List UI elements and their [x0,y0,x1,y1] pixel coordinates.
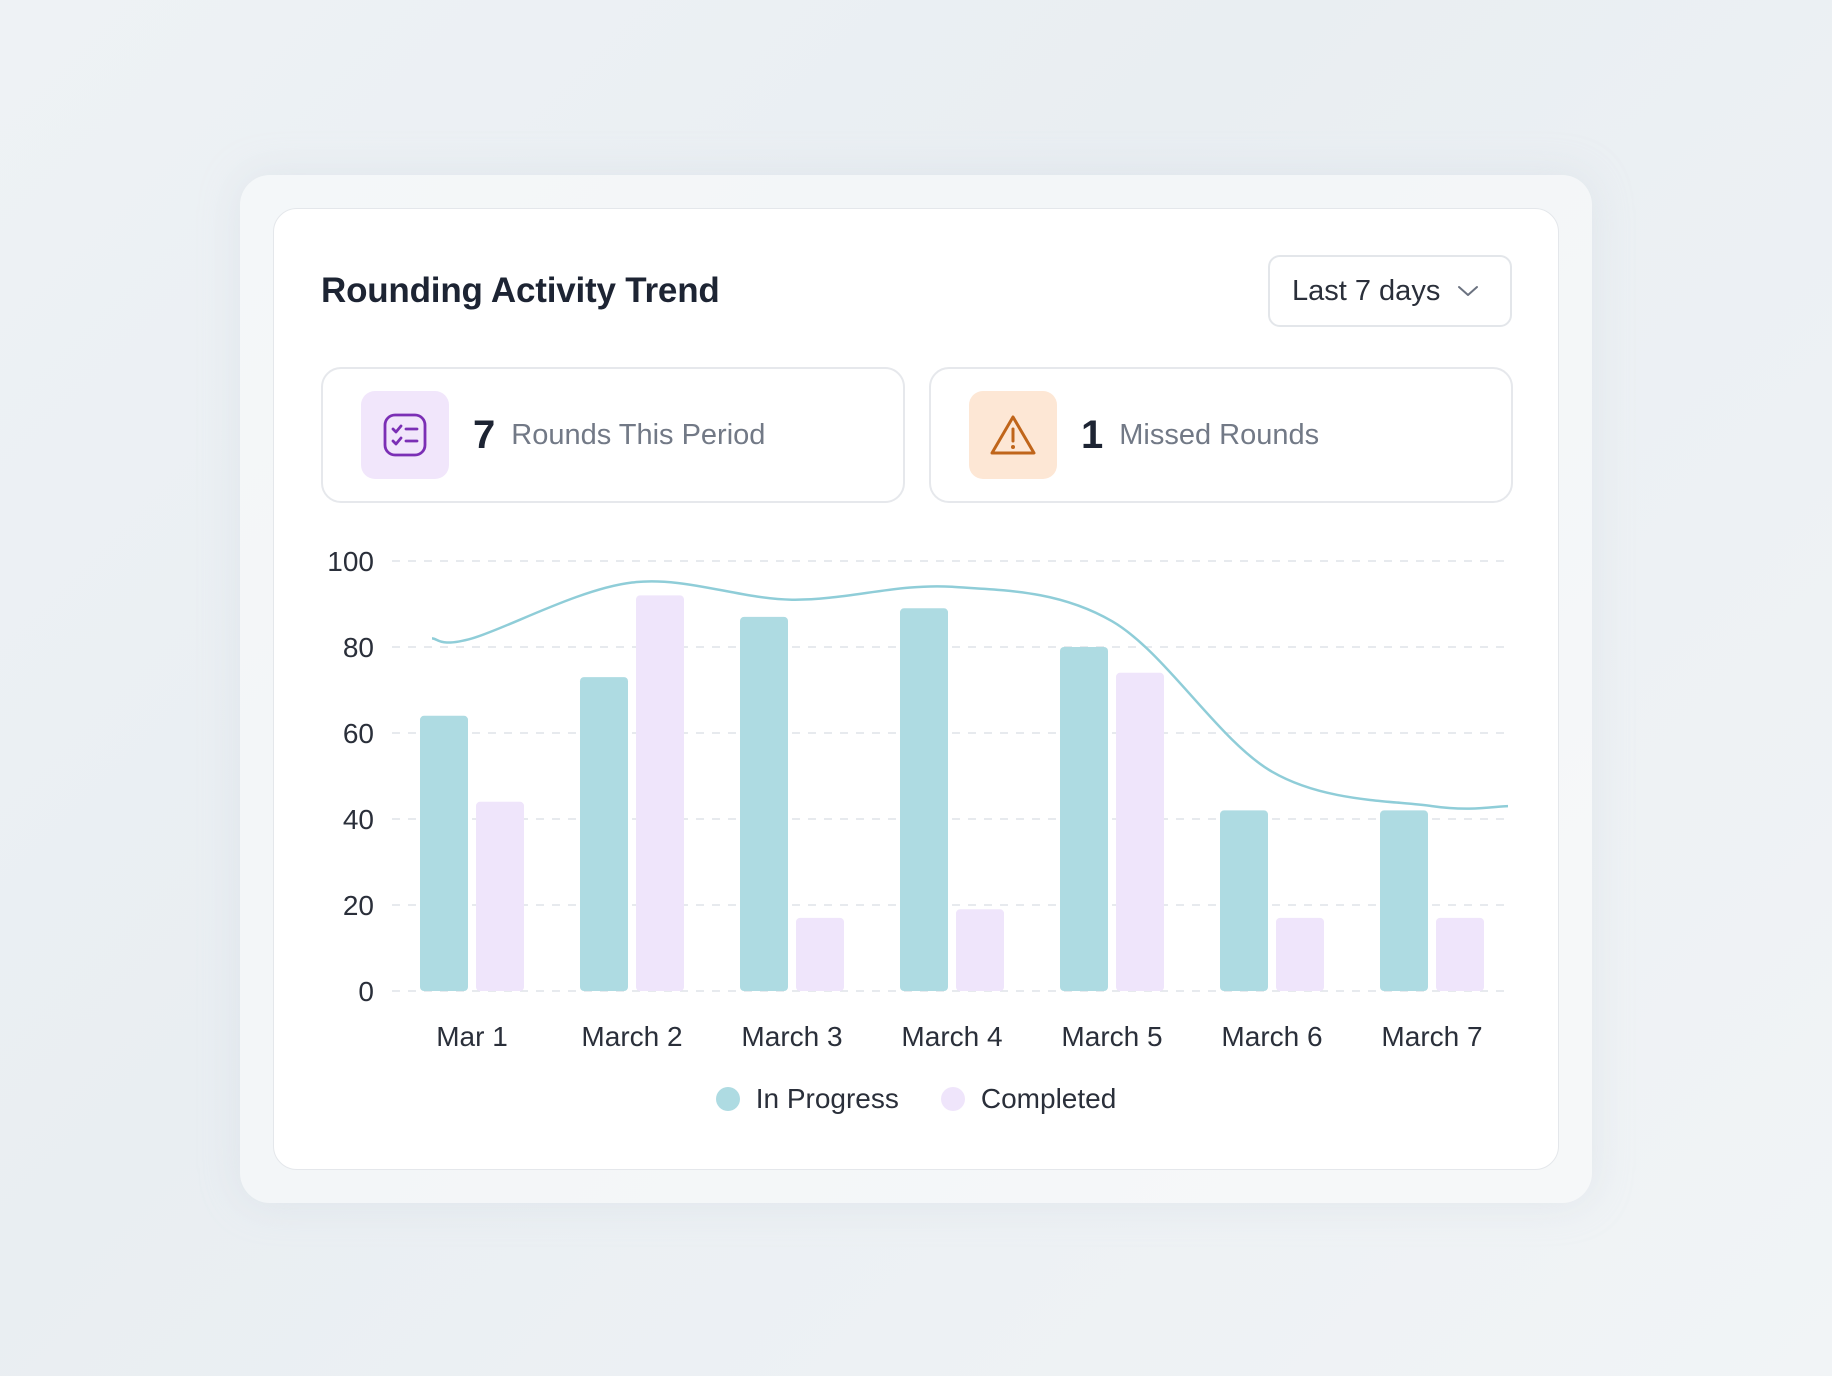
checklist-icon [383,413,427,457]
rounds-stat-card: 7 Rounds This Period [321,367,905,503]
warning-icon [990,415,1036,455]
x-tick-5: March 5 [1061,1021,1162,1052]
bar-in-progress-4 [900,608,948,991]
y-tick-80: 80 [343,632,374,663]
date-range-value: Last 7 days [1292,274,1441,307]
y-tick-0: 0 [358,976,374,1007]
legend-completed[interactable]: Completed [940,1083,1117,1115]
checklist-icon-tile [361,391,449,479]
bar-completed-3 [796,917,844,991]
bar-in-progress-1 [420,715,468,991]
chart-legend: In Progress Completed [274,1083,1558,1115]
bar-completed-1 [476,801,524,991]
x-tick-2: March 2 [581,1021,682,1052]
warning-icon-tile [969,391,1057,479]
rounds-count: 7 [473,412,496,457]
bar-completed-2 [636,595,684,991]
bar-in-progress-3 [740,616,788,991]
y-tick-20: 20 [343,890,374,921]
legend-in-progress[interactable]: In Progress [715,1083,899,1115]
x-tick-6: March 6 [1221,1021,1322,1052]
y-tick-40: 40 [343,804,374,835]
legend-in-progress-swatch [715,1087,740,1111]
rounding-activity-card: Rounding Activity Trend Last 7 days 7 Ro… [273,208,1559,1170]
y-tick-100: 100 [327,546,374,577]
bar-in-progress-7 [1380,810,1428,991]
chevron-down-icon [1458,286,1479,296]
missed-label: Missed Rounds [1119,418,1320,451]
legend-in-progress-label: In Progress [755,1083,899,1114]
rounds-label: Rounds This Period [511,418,766,451]
bar-in-progress-5 [1060,647,1108,991]
y-tick-60: 60 [343,718,374,749]
legend-completed-label: Completed [980,1083,1117,1114]
bar-in-progress-2 [580,677,628,991]
bar-in-progress-6 [1220,810,1268,991]
x-tick-4: March 4 [901,1021,1002,1052]
bar-completed-4 [956,909,1004,991]
legend-completed-swatch [940,1087,965,1111]
missed-count: 1 [1081,412,1104,457]
bar-completed-7 [1436,917,1484,991]
bar-completed-5 [1116,672,1164,991]
missed-stat-card: 1 Missed Rounds [929,367,1513,503]
x-tick-1: Mar 1 [436,1021,508,1052]
date-range-select[interactable]: Last 7 days [1268,255,1512,327]
chart-title: Rounding Activity Trend [321,271,720,310]
x-tick-7: March 7 [1381,1021,1482,1052]
activity-chart: 0 20 40 60 80 100 Mar 1 March 2 March 3 March 4 Ma… [327,546,1512,1052]
x-tick-3: March 3 [741,1021,842,1052]
trend-line [431,580,1509,810]
bar-completed-6 [1276,917,1324,991]
